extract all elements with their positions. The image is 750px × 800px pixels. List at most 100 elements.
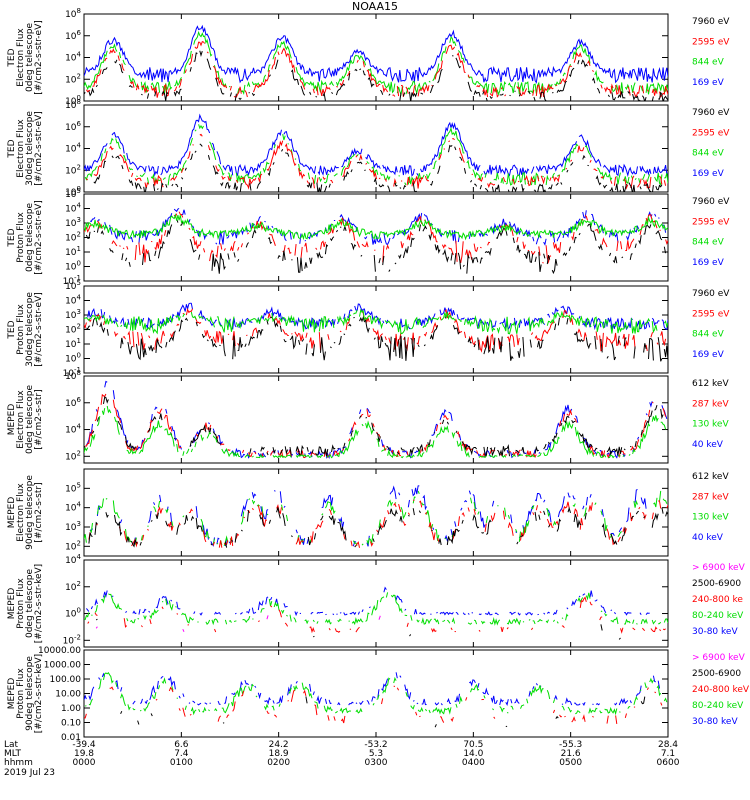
y-tick-label: 102 <box>65 539 81 552</box>
y-axis-label-line: 0deg telescope <box>25 385 35 455</box>
legend-entry: 169 eV <box>692 78 725 88</box>
y-tick-label: 104 <box>65 51 81 64</box>
y-tick-label: 104 <box>65 142 81 155</box>
y-tick-label: 10-2 <box>63 633 81 646</box>
legend-entry: 7960 eV <box>692 289 730 299</box>
y-axis-label-line: MEPED <box>7 497 17 529</box>
legend-entry: 612 keV <box>692 472 729 482</box>
panel-frame <box>83 375 669 464</box>
y-tick-label: 102 <box>65 163 81 176</box>
y-axis-label-line: MEPED <box>7 678 17 710</box>
y-axis-label-line: Proton Flux <box>16 304 26 355</box>
x-tick-label-lat: -55.3 <box>559 740 582 750</box>
series-red <box>85 393 667 459</box>
legend-entry: > 6900 keV <box>692 653 746 663</box>
legend-entry: 169 eV <box>692 350 725 360</box>
series-red <box>84 686 668 724</box>
x-row-label: MLT <box>4 749 22 759</box>
x-tick-label-lat: 6.6 <box>174 740 189 750</box>
series-red <box>87 596 666 634</box>
series-magenta <box>96 615 657 636</box>
y-tick-label: 104 <box>65 294 81 307</box>
series-group <box>84 672 668 727</box>
y-axis-label-line: [#/cm2-s-str-eV] <box>34 20 44 95</box>
x-row-label: Lat <box>4 740 19 750</box>
y-tick-label: 100.00 <box>50 675 82 685</box>
series-green <box>84 213 668 241</box>
legend-entry: 287 keV <box>692 399 729 409</box>
legend-entry: 169 eV <box>692 258 725 268</box>
y-axis-label-line: TED <box>7 228 17 247</box>
legend-entry: 40 keV <box>692 440 724 450</box>
series-blue <box>86 588 663 615</box>
y-axis-label-line: [#/cm2-s-str] <box>34 389 44 449</box>
x-tick-label-time: 0200 <box>267 758 290 768</box>
series-red <box>85 40 668 98</box>
y-axis-label-line: [#/cm2-s-str-eV] <box>34 200 44 275</box>
y-axis-label-line: [#/cm2-s-str] <box>34 482 44 542</box>
series-black <box>86 316 668 362</box>
y-tick-label: 106 <box>65 396 81 409</box>
legend-entry: 844 eV <box>692 238 725 248</box>
panel-frame <box>83 468 669 557</box>
y-axis-label-line: 0deg telescope <box>25 203 35 273</box>
y-tick-label: 104 <box>65 553 81 566</box>
series-black <box>96 619 657 639</box>
y-tick-label: 106 <box>65 29 81 42</box>
legend-entry: 30-80 keV <box>692 627 738 637</box>
panel-7: 10-2 100 102 104 MEPED Proton Flux 0deg telesc… <box>7 553 746 648</box>
y-tick-label: 102 <box>65 449 81 462</box>
series-green <box>84 124 668 186</box>
y-axis-label-line: 0deg telescope <box>25 569 35 639</box>
legend-entry: 2500-6900 <box>692 669 741 679</box>
y-tick-label: 104 <box>65 202 81 215</box>
x-tick-label-mlt: 7.1 <box>661 749 675 759</box>
series-red <box>88 499 668 548</box>
legend-entry: 2595 eV <box>692 309 730 319</box>
series-red <box>84 211 668 264</box>
x-tick-label-time: 0300 <box>365 758 388 768</box>
series-red <box>84 307 667 353</box>
x-tick-label-lat: 70.5 <box>463 740 483 750</box>
y-tick-label: 100 <box>65 260 81 273</box>
legend-entry: 80-240 keV <box>692 611 744 621</box>
y-axis-label-line: Electron Flux <box>16 390 26 449</box>
chart-title: NOAA15 <box>352 0 398 13</box>
legend-entry: 2595 eV <box>692 37 730 47</box>
y-tick-label: 101 <box>65 245 81 258</box>
panel-frame <box>83 285 669 374</box>
series-group <box>84 207 668 274</box>
legend-entry: 169 eV <box>692 169 725 179</box>
y-tick-label: 100 <box>65 352 81 365</box>
y-tick-label: 103 <box>65 520 81 533</box>
legend-entry: 2595 eV <box>692 217 730 227</box>
legend-entry: 30-80 keV <box>692 717 738 727</box>
y-tick-label: 102 <box>65 580 81 593</box>
y-tick-label: 104 <box>65 501 81 514</box>
x-tick-label-mlt: 14.0 <box>463 749 483 759</box>
x-row-label: 2019 Jul 23 <box>4 768 55 778</box>
y-tick-label: 105 <box>65 481 81 494</box>
y-tick-label: 104 <box>65 423 81 436</box>
x-tick-label-time: 0400 <box>462 758 485 768</box>
series-blue <box>84 24 668 84</box>
legend-entry: 844 eV <box>692 330 725 340</box>
y-axis-label-line: Electron Flux <box>16 119 26 178</box>
y-axis-label-line: Proton Flux <box>16 668 26 719</box>
legend-entry: 612 keV <box>692 379 729 389</box>
y-axis-label-line: MEPED <box>7 404 17 436</box>
y-tick-label: 0.10 <box>61 719 81 729</box>
series-group <box>84 113 668 195</box>
x-tick-label-time: 0600 <box>657 758 680 768</box>
y-axis-label-line: 30deg telescope <box>25 111 35 186</box>
series-black <box>86 219 668 274</box>
series-black <box>88 506 668 548</box>
legend-entry: 844 eV <box>692 149 725 159</box>
y-axis-label-line: TED <box>7 48 17 67</box>
x-tick-label-mlt: 21.6 <box>561 749 581 759</box>
x-tick-label-time: 0500 <box>559 758 582 768</box>
